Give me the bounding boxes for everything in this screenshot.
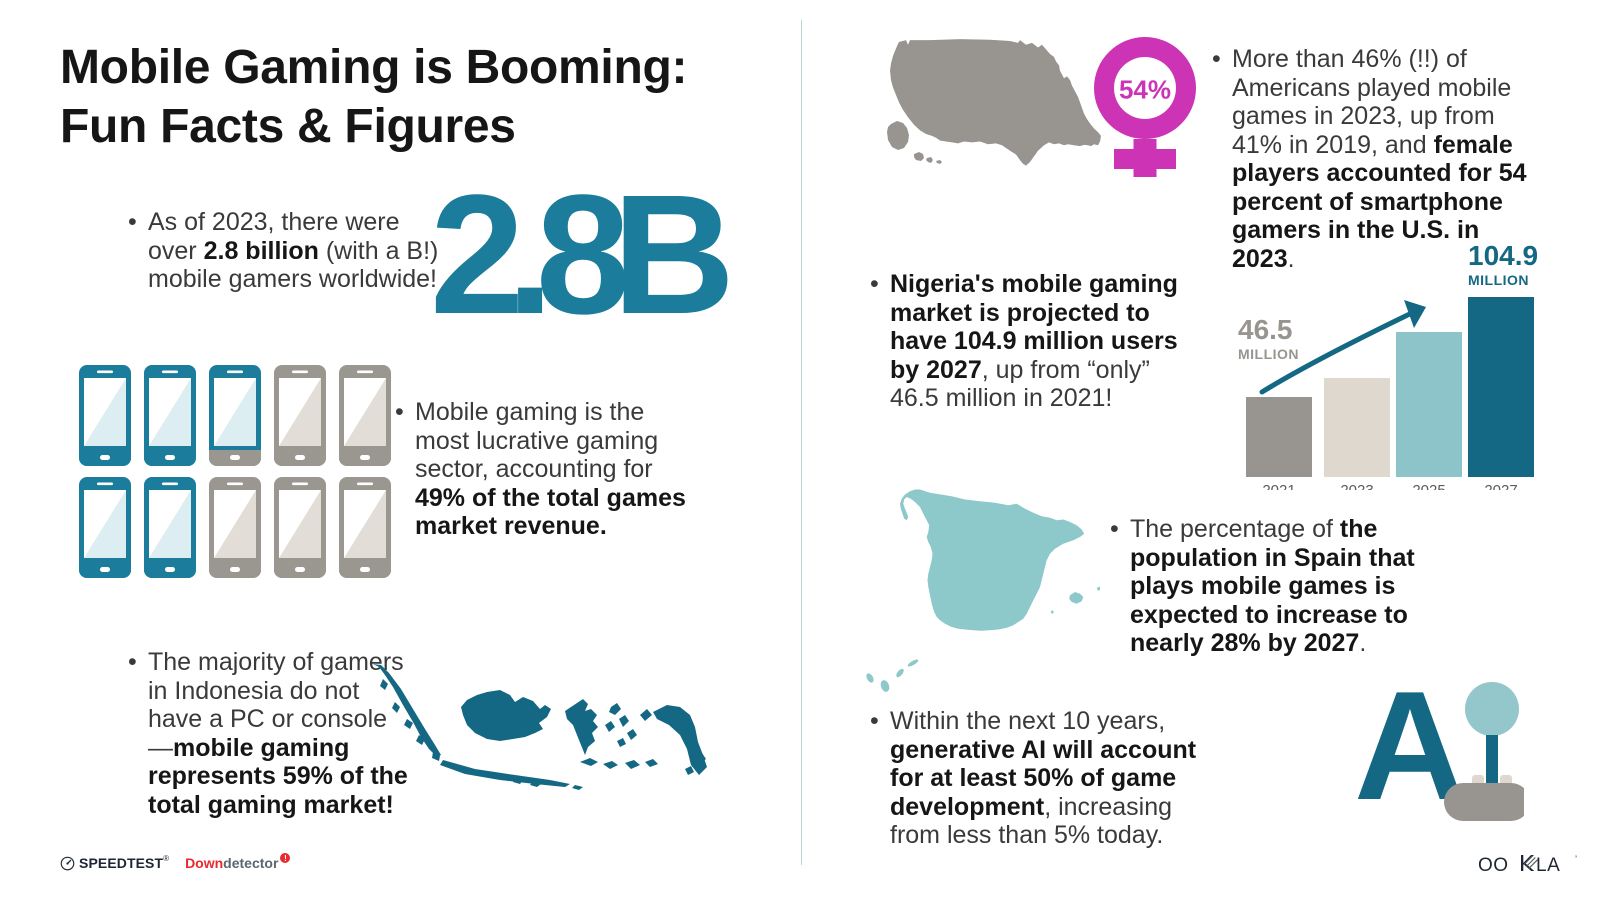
svg-text:2025: 2025 <box>1412 482 1445 490</box>
svg-text:OO: OO <box>1478 855 1509 876</box>
svg-text:2027: 2027 <box>1484 482 1517 490</box>
svg-text:54%: 54% <box>1119 75 1171 105</box>
svg-text:LA: LA <box>1536 855 1560 876</box>
svg-text:2023: 2023 <box>1340 482 1373 490</box>
svg-text:2021: 2021 <box>1262 482 1295 490</box>
svg-text:’: ’ <box>1575 854 1577 864</box>
